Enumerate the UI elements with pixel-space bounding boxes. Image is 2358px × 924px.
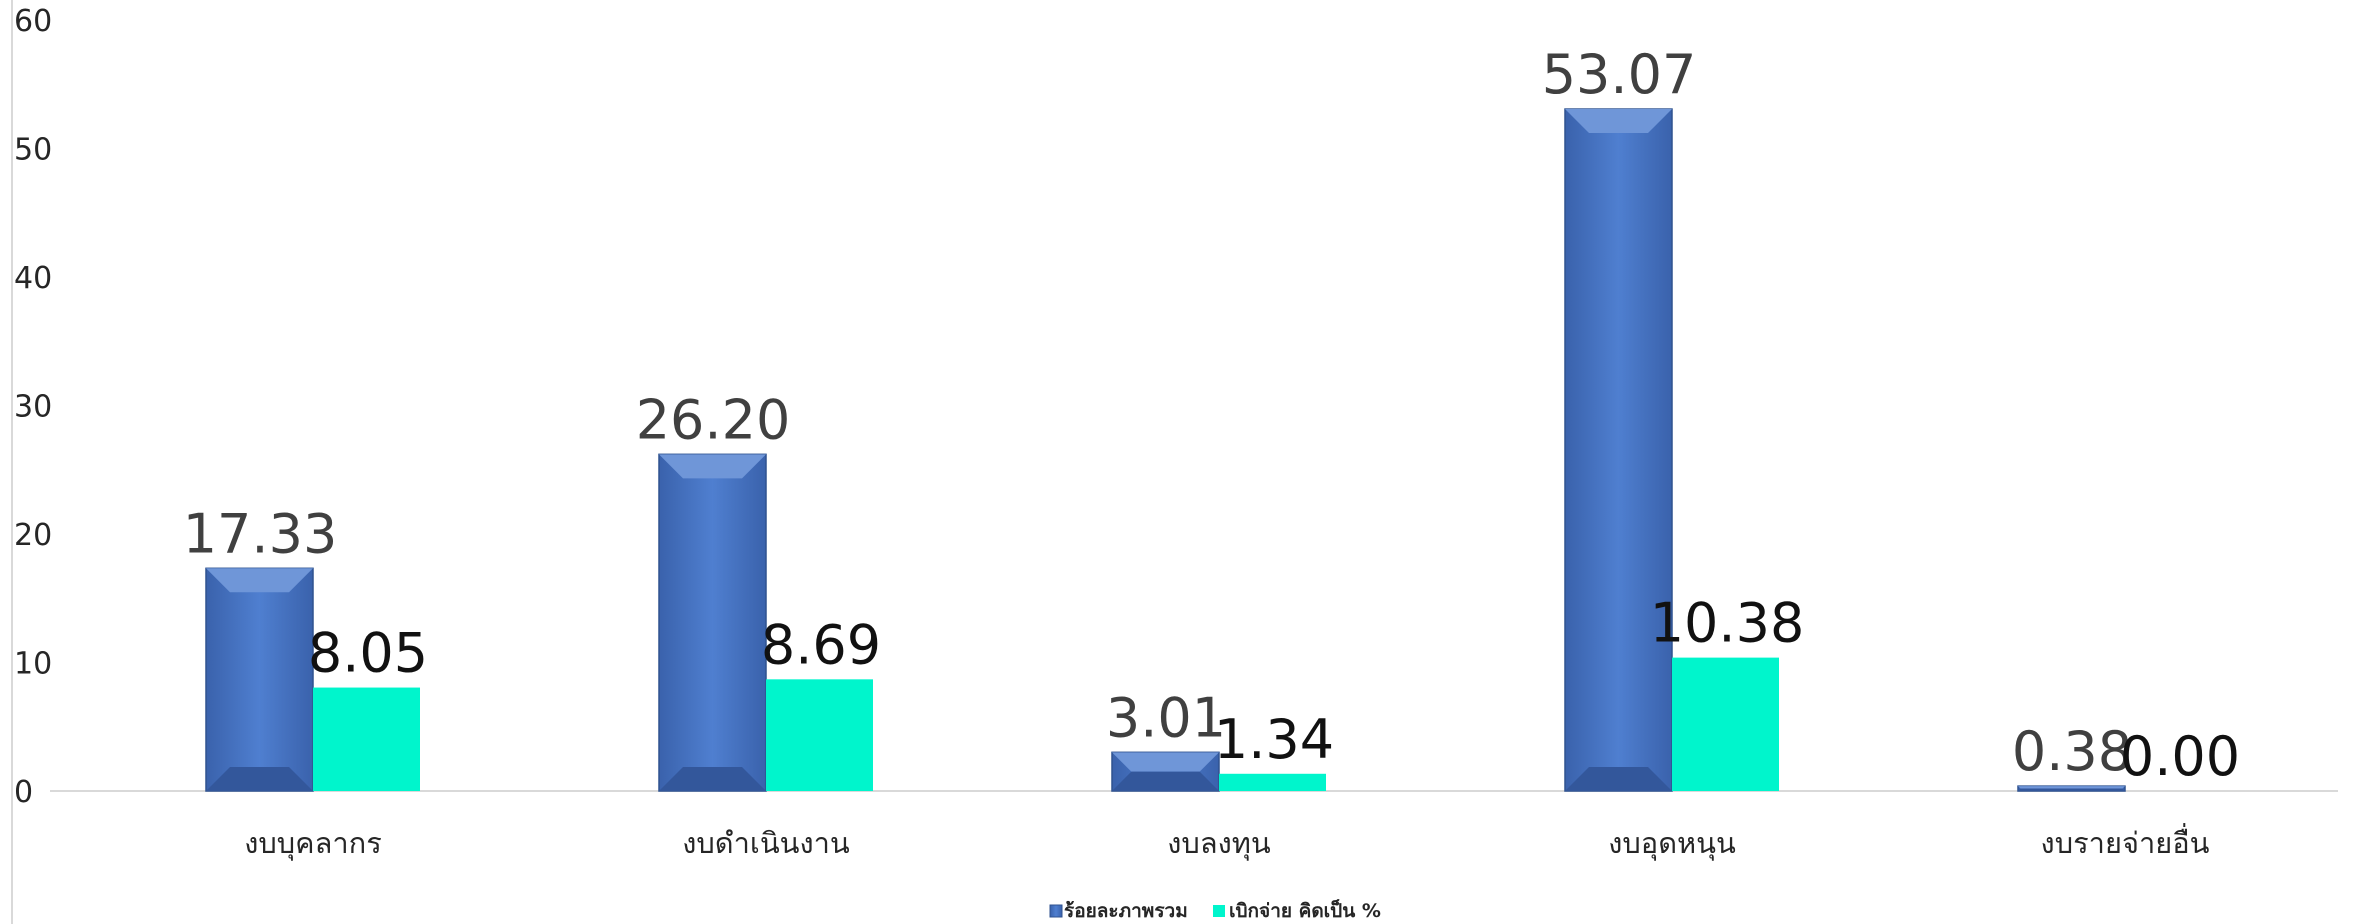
- data-label-overall: 0.38: [2012, 720, 2132, 783]
- y-tick-label: 60: [14, 4, 52, 39]
- bar-disbursed: [766, 679, 873, 791]
- category-label: งบอุดหนุน: [1608, 826, 1736, 861]
- category-labels: งบบุคลากร งบดำเนินงาน งบลงทุน งบอุดหนุน งบรา…: [244, 823, 2209, 861]
- bar-disbursed: [1219, 773, 1326, 791]
- data-label-overall: 53.07: [1542, 43, 1697, 106]
- data-label-overall: 3.01: [1106, 686, 1226, 749]
- legend: ร้อยละภาพรวม เบิกจ่าย คิดเป็น %: [1049, 898, 1381, 922]
- data-labels: 17.33 8.05 26.20 8.69 3.011.34 53.07 10.38 0.38…: [183, 43, 2240, 788]
- bar-overall: [1111, 751, 1220, 792]
- data-label-disbursed: 8.05: [308, 622, 428, 685]
- y-tick-label: 0: [14, 775, 33, 810]
- data-label-disbursed: 8.69: [761, 613, 881, 676]
- y-tick-label: 40: [14, 261, 52, 296]
- bar-disbursed: [1672, 657, 1779, 791]
- category-label: งบบุคลากร: [244, 826, 382, 861]
- bars: [205, 108, 2126, 792]
- legend-label-disbursed: เบิกจ่าย คิดเป็น %: [1229, 898, 1381, 922]
- data-label-disbursed: 0.00: [2120, 725, 2240, 788]
- y-tick-label: 10: [14, 647, 52, 682]
- legend-label-overall: ร้อยละภาพรวม: [1064, 900, 1188, 922]
- bar-disbursed: [313, 687, 420, 791]
- bar-overall: [2017, 785, 2126, 792]
- category-label: งบรายจ่ายอื่น: [2041, 823, 2210, 860]
- data-label-overall: 26.20: [636, 388, 791, 451]
- bar-overall: [1564, 108, 1673, 792]
- category-label: งบลงทุน: [1167, 826, 1271, 861]
- legend-swatch-overall: [1049, 904, 1063, 918]
- bar-overall: [658, 453, 767, 792]
- data-label-disbursed: 1.34: [1214, 708, 1334, 771]
- y-tick-label: 20: [14, 518, 52, 553]
- category-label: งบดำเนินงาน: [682, 826, 850, 860]
- y-tick-label: 50: [14, 133, 52, 168]
- bar-overall: [205, 567, 314, 792]
- data-label-disbursed: 10.38: [1650, 592, 1805, 655]
- legend-swatch-disbursed: [1213, 905, 1225, 917]
- data-label-overall: 17.33: [183, 502, 338, 565]
- y-tick-label: 30: [14, 390, 52, 425]
- y-axis-ticks: 0 10 20 30 40 50 60: [14, 4, 52, 810]
